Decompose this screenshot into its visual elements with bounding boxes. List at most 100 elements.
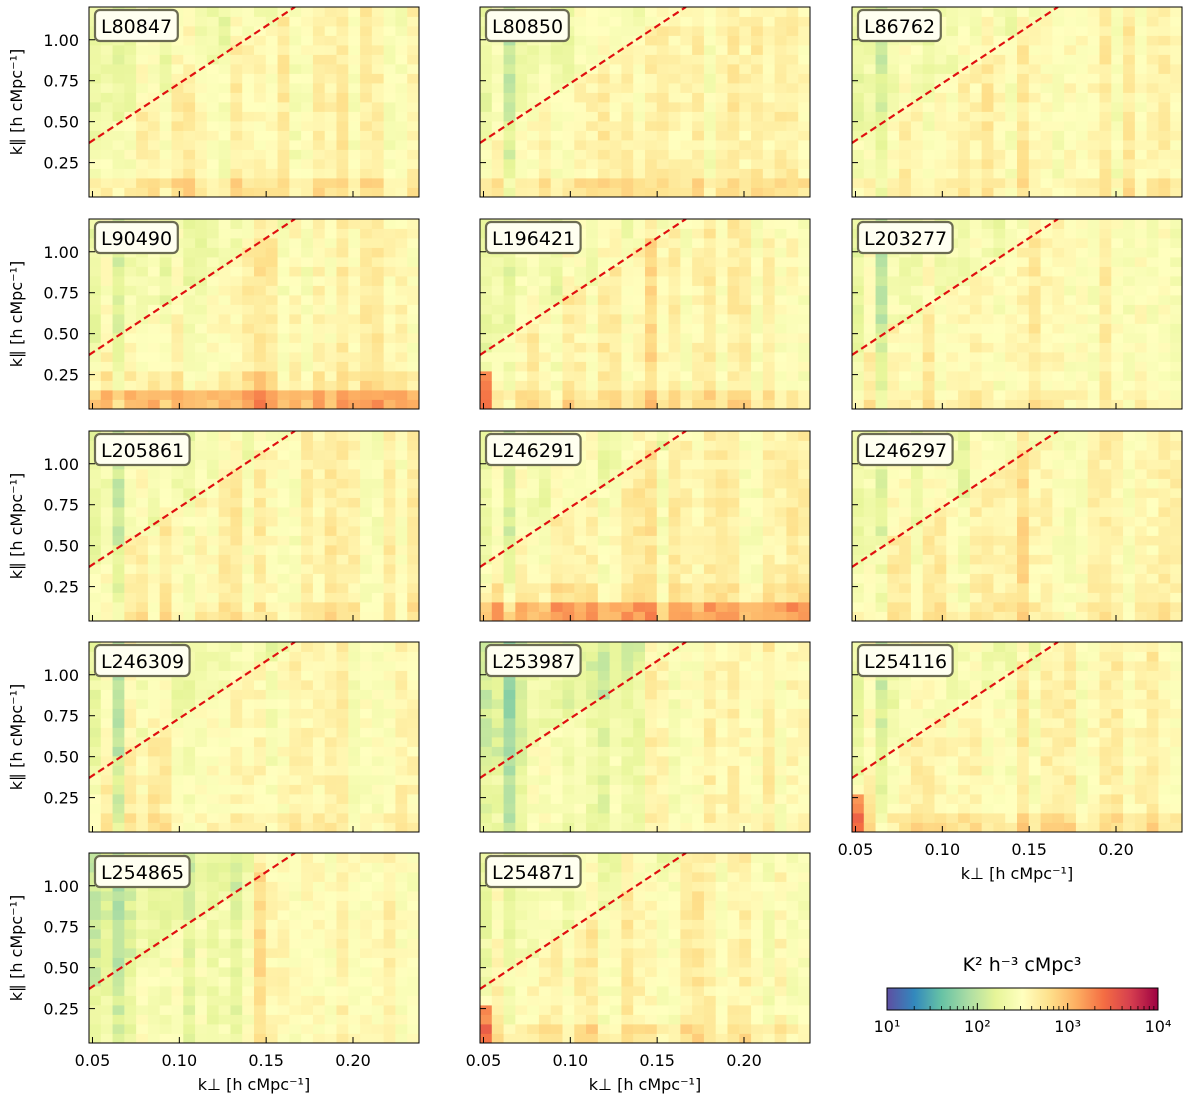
heatmap-cell	[1064, 611, 1077, 622]
heatmap-cell	[183, 361, 196, 372]
heatmap-cell	[762, 352, 776, 362]
heatmap-cell	[265, 238, 278, 248]
heatmap-cell	[597, 478, 611, 489]
heatmap-cell	[89, 187, 102, 198]
heatmap-cell	[739, 352, 752, 362]
heatmap-cell	[1099, 140, 1112, 150]
heatmap-cell	[277, 247, 290, 258]
heatmap-cell	[1028, 314, 1041, 324]
heatmap-cell	[1052, 238, 1065, 248]
heatmap-cell	[407, 102, 420, 112]
heatmap-cell	[774, 583, 787, 593]
heatmap-cell	[1028, 592, 1041, 603]
heatmap-cell	[527, 257, 540, 267]
heatmap-cell	[159, 121, 172, 131]
heatmap-cell	[786, 64, 799, 74]
heatmap-cell	[739, 478, 752, 489]
heatmap-cell	[312, 371, 326, 381]
heatmap-cell	[395, 431, 408, 441]
heatmap-cell	[183, 323, 196, 334]
heatmap-cell	[680, 304, 693, 315]
heatmap-cell	[574, 526, 587, 536]
heatmap-cell	[312, 7, 326, 17]
heatmap-cell	[242, 26, 255, 36]
heatmap-cell	[1146, 342, 1159, 353]
heatmap-cell	[1040, 554, 1053, 565]
heatmap-cell	[1064, 45, 1077, 55]
heatmap-cell	[609, 228, 622, 239]
heatmap-cell	[739, 168, 752, 179]
heatmap-cell	[597, 35, 611, 46]
heatmap-cell	[852, 304, 865, 315]
heatmap-cell	[1134, 361, 1148, 372]
heatmap-cell	[1028, 26, 1041, 36]
heatmap-cell	[1040, 238, 1053, 248]
heatmap-cell	[798, 602, 811, 612]
heatmap-cell	[277, 564, 290, 574]
heatmap-cell	[958, 149, 971, 160]
heatmap-cell	[1123, 219, 1136, 229]
heatmap-cell	[1075, 573, 1089, 584]
heatmap-cell	[183, 83, 196, 93]
heatmap-cell	[762, 102, 776, 112]
heatmap-cell	[538, 497, 552, 508]
heatmap-cell	[324, 554, 337, 565]
heatmap-cell	[336, 431, 349, 441]
heatmap-cell	[645, 111, 658, 122]
heatmap-cell	[922, 497, 935, 508]
heatmap-cell	[1075, 219, 1089, 229]
heatmap-cell	[668, 45, 681, 55]
heatmap-cell	[621, 247, 634, 258]
heatmap-cell	[277, 497, 290, 508]
heatmap-cell	[230, 7, 243, 17]
heatmap-cell	[586, 228, 599, 239]
y-tick-label: 0.75	[43, 284, 79, 303]
heatmap-cell	[312, 602, 326, 612]
heatmap-cell	[562, 45, 575, 55]
heatmap-cell	[692, 478, 705, 489]
heatmap-cell	[1028, 488, 1041, 498]
heatmap-cell	[668, 304, 681, 315]
heatmap-cell	[195, 478, 208, 489]
heatmap-cell	[597, 399, 611, 410]
heatmap-cell	[491, 178, 504, 188]
heatmap-cell	[324, 168, 337, 179]
heatmap-cell	[668, 564, 681, 574]
heatmap-cell	[946, 247, 959, 258]
heatmap-cell	[230, 602, 243, 612]
heatmap-cell	[586, 450, 599, 460]
heatmap-cell	[1052, 380, 1065, 391]
heatmap-cell	[407, 478, 420, 489]
heatmap-cell	[371, 130, 385, 141]
heatmap-cell	[727, 488, 740, 498]
heatmap-cell	[1005, 361, 1018, 372]
heatmap-cell	[692, 450, 705, 460]
heatmap-cell	[656, 361, 669, 372]
heatmap-cell	[195, 526, 208, 536]
heatmap-cell	[100, 45, 113, 55]
heatmap-cell	[680, 64, 693, 74]
heatmap-cell	[383, 516, 396, 527]
heatmap-cell	[656, 149, 669, 160]
heatmap-cell	[348, 168, 361, 179]
heatmap-cell	[680, 380, 693, 391]
heatmap-cell	[1028, 102, 1041, 112]
heatmap-cell	[645, 361, 658, 372]
heatmap-cell	[550, 323, 563, 334]
heatmap-cell	[762, 602, 776, 612]
heatmap-cell	[515, 149, 528, 160]
heatmap-cell	[1146, 149, 1159, 160]
heatmap-cell	[887, 285, 900, 296]
heatmap-cell	[562, 333, 575, 343]
heatmap-cell	[527, 159, 540, 169]
panel-id: L203277	[864, 228, 947, 250]
heatmap-cell	[348, 130, 361, 141]
heatmap-cell	[621, 54, 634, 65]
heatmap-cell	[254, 187, 267, 198]
heatmap-cell	[550, 399, 563, 410]
heatmap-cell	[1028, 7, 1041, 17]
heatmap-cell	[574, 130, 587, 141]
heatmap-cell	[899, 73, 912, 84]
heatmap-cell	[242, 228, 255, 239]
heatmap-cell	[1087, 342, 1100, 353]
